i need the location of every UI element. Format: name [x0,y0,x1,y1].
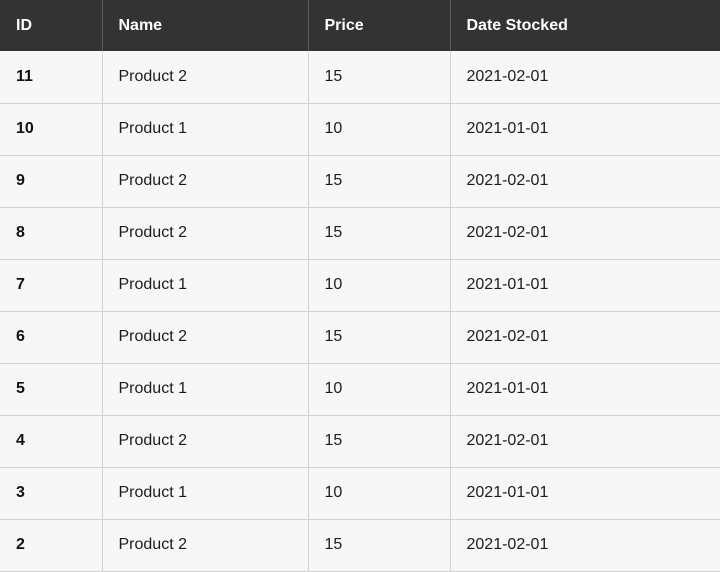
cell-date-stocked: 2021-02-01 [449,155,720,208]
cell-price: 15 [307,311,450,364]
table-row: 2 Product 2 15 2021-02-01 [0,519,720,572]
cell-date-stocked: 2021-01-01 [449,363,720,416]
cell-date-stocked: 2021-01-01 [449,467,720,520]
table-row: 7 Product 1 10 2021-01-01 [0,259,720,312]
cell-name: Product 2 [101,415,308,468]
table-row: 9 Product 2 15 2021-02-01 [0,155,720,208]
cell-name: Product 2 [101,155,308,208]
cell-date-stocked: 2021-01-01 [449,103,720,156]
table-header: ID Name Price Date Stocked [0,0,720,51]
table-row: 6 Product 2 15 2021-02-01 [0,311,720,364]
cell-id: 2 [0,519,102,572]
column-header-id[interactable]: ID [16,16,32,34]
column-header-date-stocked[interactable]: Date Stocked [449,0,720,51]
cell-date-stocked: 2021-02-01 [449,519,720,572]
cell-id: 3 [0,467,102,520]
cell-price: 10 [307,103,450,156]
cell-price: 15 [307,415,450,468]
cell-id: 11 [0,51,102,104]
table-row: 11 Product 2 15 2021-02-01 [0,51,720,104]
table-row: 4 Product 2 15 2021-02-01 [0,415,720,468]
cell-price: 15 [307,519,450,572]
column-header-price[interactable]: Price [307,0,450,51]
cell-id: 7 [0,259,102,312]
cell-name: Product 1 [101,103,308,156]
cell-name: Product 2 [101,519,308,572]
cell-date-stocked: 2021-02-01 [449,207,720,260]
table-row: 10 Product 1 10 2021-01-01 [0,103,720,156]
cell-id: 6 [0,311,102,364]
cell-price: 15 [307,155,450,208]
cell-id: 4 [0,415,102,468]
table-row: 3 Product 1 10 2021-01-01 [0,467,720,520]
cell-id: 9 [0,155,102,208]
cell-price: 10 [307,363,450,416]
cell-id: 5 [0,363,102,416]
cell-date-stocked: 2021-01-01 [449,259,720,312]
cell-price: 10 [307,467,450,520]
cell-name: Product 2 [101,311,308,364]
cell-id: 8 [0,207,102,260]
table-header-row: ID Name Price Date Stocked [0,0,720,51]
cell-name: Product 1 [101,259,308,312]
cell-date-stocked: 2021-02-01 [449,415,720,468]
cell-price: 10 [307,259,450,312]
cell-name: Product 1 [101,363,308,416]
cell-date-stocked: 2021-02-01 [449,51,720,104]
cell-name: Product 2 [101,51,308,104]
cell-date-stocked: 2021-02-01 [449,311,720,364]
table-row: 8 Product 2 15 2021-02-01 [0,207,720,260]
column-header-name[interactable]: Name [101,0,308,51]
cell-id: 10 [0,103,102,156]
cell-name: Product 1 [101,467,308,520]
cell-price: 15 [307,51,450,104]
table-body: 11 Product 2 15 2021-02-01 10 Product 1 … [0,51,720,572]
cell-price: 15 [307,207,450,260]
table-row: 5 Product 1 10 2021-01-01 [0,363,720,416]
cell-name: Product 2 [101,207,308,260]
